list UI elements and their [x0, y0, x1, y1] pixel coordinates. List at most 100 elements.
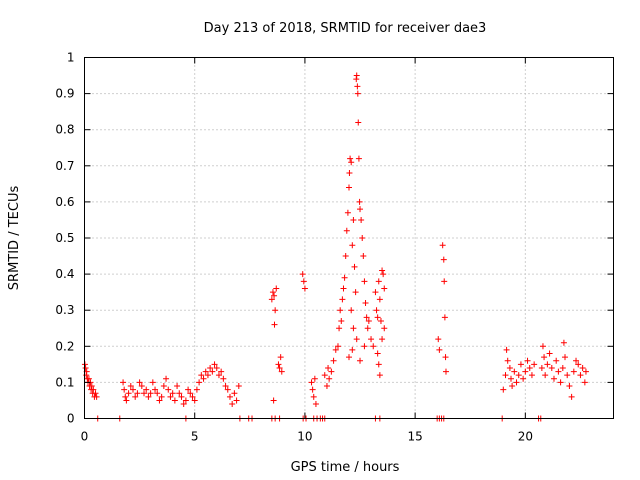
data-series-srmtid: [81, 72, 589, 422]
data-point: [364, 325, 371, 332]
data-point: [442, 368, 449, 375]
data-point: [358, 216, 365, 223]
data-point: [121, 386, 128, 393]
data-point: [376, 372, 383, 379]
data-point: [325, 364, 332, 371]
data-point: [311, 375, 318, 382]
data-point: [541, 354, 548, 361]
data-point: [546, 350, 553, 357]
data-point: [577, 372, 584, 379]
data-point: [374, 350, 381, 357]
data-point: [193, 386, 200, 393]
data-point: [120, 379, 127, 386]
data-point: [204, 372, 211, 379]
data-point: [439, 242, 446, 249]
data-point: [269, 289, 276, 296]
data-point: [88, 383, 95, 390]
data-point: [353, 72, 360, 79]
data-point: [299, 271, 306, 278]
data-point: [560, 339, 567, 346]
data-point: [352, 289, 359, 296]
data-point: [169, 390, 176, 397]
data-point: [85, 375, 92, 382]
data-point: [347, 155, 354, 162]
chart-title: Day 213 of 2018, SRMTID for receiver dae…: [204, 21, 487, 36]
data-point: [328, 368, 335, 375]
y-tick-label: 0.3: [55, 303, 74, 317]
data-point: [231, 390, 238, 397]
y-tick-label: 0.4: [55, 267, 74, 281]
data-point: [123, 397, 130, 404]
data-point: [363, 314, 370, 321]
data-point: [436, 346, 443, 353]
data-point: [380, 271, 387, 278]
data-point: [381, 325, 388, 332]
data-point: [90, 386, 97, 393]
data-point: [381, 285, 388, 292]
data-point: [301, 285, 308, 292]
data-point: [152, 386, 159, 393]
data-point: [550, 375, 557, 382]
data-point: [202, 368, 209, 375]
data-point: [581, 379, 588, 386]
x-axis-label: GPS time / hours: [291, 460, 400, 475]
data-point: [542, 372, 549, 379]
data-point: [207, 364, 214, 371]
data-point: [524, 357, 531, 364]
data-point: [143, 386, 150, 393]
data-point: [275, 361, 282, 368]
data-point: [354, 83, 361, 90]
data-point: [344, 209, 351, 216]
data-point: [154, 390, 161, 397]
data-point: [147, 390, 154, 397]
y-tick-label: 0.2: [55, 339, 74, 353]
data-point: [520, 375, 527, 382]
data-point: [198, 372, 205, 379]
data-point: [145, 393, 152, 400]
data-point: [233, 397, 240, 404]
data-point: [93, 393, 100, 400]
data-point: [528, 372, 535, 379]
data-point: [553, 357, 560, 364]
data-point: [506, 364, 513, 371]
data-point: [377, 318, 384, 325]
data-point: [350, 325, 357, 332]
x-tick-label: 5: [191, 430, 199, 444]
data-point: [270, 397, 277, 404]
data-point: [357, 357, 364, 364]
data-point: [340, 285, 347, 292]
data-point: [310, 393, 317, 400]
data-point: [359, 235, 366, 241]
data-point: [341, 274, 348, 281]
data-point: [160, 383, 167, 390]
data-point: [557, 379, 564, 386]
data-point: [174, 383, 181, 390]
data-point: [513, 379, 520, 386]
data-point: [582, 368, 589, 375]
data-point: [440, 256, 447, 263]
data-point: [337, 307, 344, 314]
data-point: [361, 343, 368, 350]
data-point: [544, 361, 551, 368]
x-tick-label: 0: [81, 430, 89, 444]
data-point: [336, 325, 343, 332]
data-point: [343, 227, 350, 234]
data-point: [220, 375, 227, 382]
data-point: [136, 379, 143, 386]
data-point: [531, 361, 538, 368]
data-point: [502, 372, 509, 379]
data-point: [323, 383, 330, 390]
data-point: [376, 296, 383, 303]
data-point: [334, 343, 341, 350]
data-point: [508, 375, 515, 382]
data-point: [271, 292, 278, 299]
data-point: [226, 393, 233, 400]
data-point: [515, 372, 522, 379]
y-tick-label: 0: [67, 412, 75, 426]
data-point: [375, 278, 382, 285]
data-point: [187, 390, 194, 397]
data-point: [538, 364, 545, 371]
data-point: [196, 379, 203, 386]
data-point: [272, 307, 279, 314]
